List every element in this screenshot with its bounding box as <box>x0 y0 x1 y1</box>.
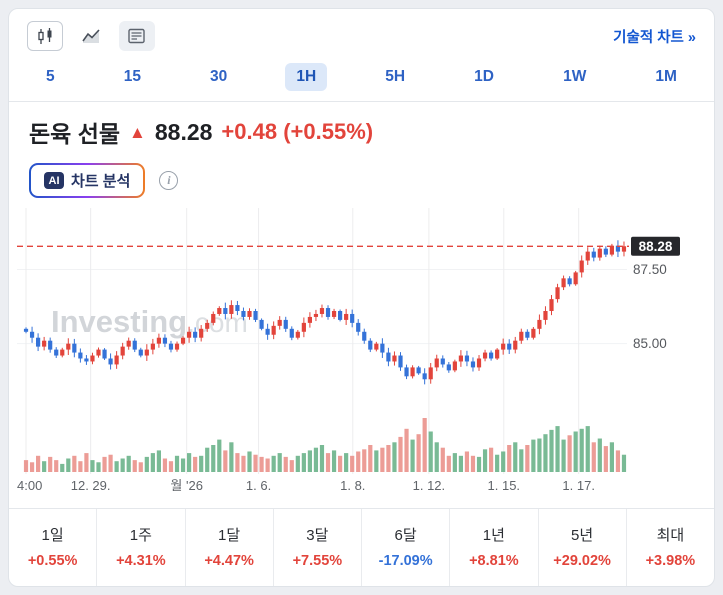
performance-value: +8.81% <box>469 553 519 569</box>
x-axis-label: 1. 8. <box>340 478 365 493</box>
performance-value: +4.31% <box>116 553 166 569</box>
performance-value: +4.47% <box>204 553 254 569</box>
timeframe-tab-5[interactable]: 5 <box>35 63 66 91</box>
performance-value: +29.02% <box>553 553 611 569</box>
x-axis-label: 1. 12. <box>413 478 446 493</box>
instrument-title: 돈육 선물 <box>29 121 121 147</box>
performance-table: 1일 +0.55% 1주 +4.31% 1달 +4.47% 3달 +7.55% … <box>9 508 714 586</box>
x-axis-label: 월 '26 <box>170 478 203 493</box>
timeframe-tab-15[interactable]: 15 <box>113 63 152 91</box>
technical-chart-link[interactable]: 기술적 차트 » <box>613 29 696 46</box>
timeframe-tab-1w[interactable]: 1W <box>552 63 597 91</box>
chart-toolbar: 기술적 차트 » <box>9 9 714 55</box>
performance-cell: 1일 +0.55% <box>9 509 98 586</box>
candlestick-chart-button[interactable] <box>27 21 63 51</box>
performance-period: 3달 <box>306 527 329 544</box>
ai-chart-analysis-button[interactable]: AI 차트 분석 <box>29 163 146 198</box>
ai-analysis-row: AI 차트 분석 i <box>9 151 714 198</box>
ai-analysis-button-label: 차트 분석 <box>71 173 131 190</box>
performance-cell: 1년 +8.81% <box>450 509 539 586</box>
performance-value: +7.55% <box>292 553 343 569</box>
ai-badge: AI <box>44 172 64 189</box>
x-axis-label: 4:00 <box>17 478 42 493</box>
performance-period: 1주 <box>129 527 152 544</box>
timeframe-tab-1m[interactable]: 1M <box>644 63 688 91</box>
performance-cell: 5년 +29.02% <box>539 509 627 586</box>
timeframe-tab-30[interactable]: 30 <box>199 63 238 91</box>
chart-widget-card: 기술적 차트 » 5 15 30 1H 5H 1D 1W 1M 돈육 선물 ▲ … <box>8 8 715 587</box>
performance-cell: 1주 +4.31% <box>97 509 186 586</box>
last-price: 88.28 <box>154 118 213 145</box>
x-axis-label: 1. 6. <box>246 478 271 493</box>
price-change: +0.48 (+0.55%) <box>221 119 374 144</box>
performance-cell: 3달 +7.55% <box>274 509 362 586</box>
area-chart-icon <box>82 29 100 43</box>
timeframe-tab-1h[interactable]: 1H <box>285 63 328 91</box>
x-axis-label: 1. 17. <box>562 478 595 493</box>
area-chart-button[interactable] <box>73 21 109 51</box>
performance-period: 6달 <box>394 527 417 544</box>
performance-cell: 최대 +3.98% <box>627 509 714 586</box>
performance-cell: 6달 -17.09% <box>362 509 451 586</box>
performance-value: +3.98% <box>645 553 696 569</box>
performance-period: 1달 <box>218 527 241 544</box>
last-price-badge-label: 88.28 <box>639 239 673 254</box>
performance-period: 1년 <box>482 527 505 544</box>
last-price-badge <box>631 236 680 256</box>
candlestick-chart[interactable]: 4:00 12. 29. 월 '26 1. 6. 1. 8. 1. 12. 1. 15. 1.… <box>9 198 714 496</box>
performance-value: -17.09% <box>378 553 433 569</box>
timeframe-tabs: 5 15 30 1H 5H 1D 1W 1M <box>9 55 714 101</box>
y-axis-label: 87.50 <box>633 262 667 277</box>
timeframe-tab-1d[interactable]: 1D <box>463 63 505 91</box>
candlestick-icon <box>37 27 51 44</box>
news-icon <box>128 28 145 44</box>
performance-period: 5년 <box>571 527 594 544</box>
performance-value: +0.55% <box>27 553 78 569</box>
chart-canvas[interactable]: 4:00 12. 29. 월 '26 1. 6. 1. 8. 1. 12. 1. 15. 1.… <box>15 202 710 496</box>
up-arrow-icon: ▲ <box>129 122 146 142</box>
chart-type-buttons <box>27 21 155 51</box>
timeframe-tab-5h[interactable]: 5H <box>374 63 416 91</box>
divider <box>9 101 714 102</box>
performance-period: 최대 <box>656 527 685 544</box>
performance-cell: 1달 +4.47% <box>186 509 274 586</box>
news-button[interactable] <box>119 21 155 51</box>
instrument-header: 돈육 선물 ▲ 88.28 +0.48 (+0.55%) <box>9 102 714 151</box>
x-axis-label: 1. 15. <box>488 478 521 493</box>
info-icon[interactable]: i <box>159 171 179 190</box>
performance-period: 1일 <box>41 527 64 544</box>
y-axis-label: 85.00 <box>633 336 667 351</box>
x-axis-label: 12. 29. <box>71 478 111 493</box>
